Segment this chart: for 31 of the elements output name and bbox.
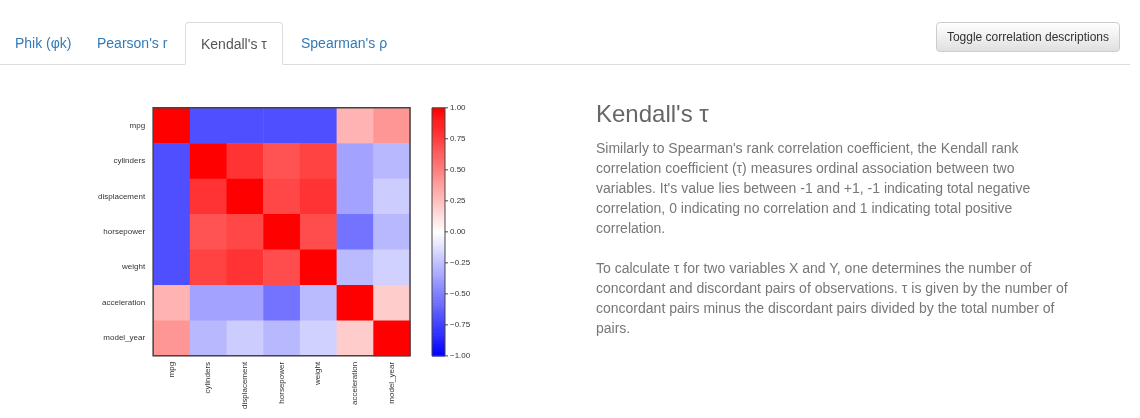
x-tick-label: horsepower	[276, 361, 286, 404]
color-bar-label: 0.25	[450, 196, 467, 206]
color-bar-label: −0.25	[450, 258, 471, 268]
text: Pearson's r	[96, 34, 169, 53]
color-bar-label: 0.00	[450, 227, 467, 237]
y-tick-label: mpg	[129, 120, 146, 130]
text: Similarly to Spearman's rank correlation coefficient, the Kendall rank correlation coefficient (τ) measures ordinal association between two variables. It's value lies between -1 and +1, -1 indicating total negative correlation, 0 indicating no correlation and 1 indicating total positive correlation.	[596, 139, 1032, 238]
x-tick-label: model_year	[386, 361, 396, 404]
y-tick-label: cylinders	[113, 156, 146, 166]
text: Phik (φk)	[14, 34, 73, 53]
color-bar-label: −1.00	[450, 351, 471, 361]
y-tick-label: weight	[121, 262, 146, 272]
color-bar-label: 1.00	[450, 103, 467, 112]
y-tick-label: horsepower	[103, 227, 146, 237]
color-bar-label: −0.50	[450, 289, 471, 299]
x-tick-label: acceleration	[350, 361, 360, 405]
color-bar-label: 0.50	[450, 165, 467, 175]
color-bar-label: −0.75	[450, 320, 471, 330]
color-bar-label: 0.75	[450, 134, 467, 144]
y-tick-label: displacement	[98, 191, 146, 201]
text: To calculate τ for two variables X and Y, one determines the number of concordant and discordant pairs of observations. τ is given by the number of concordant pairs minus the discordant pairs divided by the total number of pairs.	[596, 259, 1069, 338]
x-tick-label: cylinders	[203, 361, 213, 394]
x-tick-label: mpg	[166, 361, 176, 378]
y-tick-label: acceleration	[102, 297, 146, 307]
text: Kendall's τ	[596, 100, 710, 128]
x-tick-label: displacement	[240, 361, 250, 409]
y-tick-label: model_year	[103, 333, 146, 343]
text: Kendall's τ	[185, 22, 283, 65]
text: Toggle correlation descriptions	[935, 22, 1120, 52]
x-tick-label: weight	[313, 361, 323, 386]
text: Spearman's ρ	[300, 34, 389, 53]
